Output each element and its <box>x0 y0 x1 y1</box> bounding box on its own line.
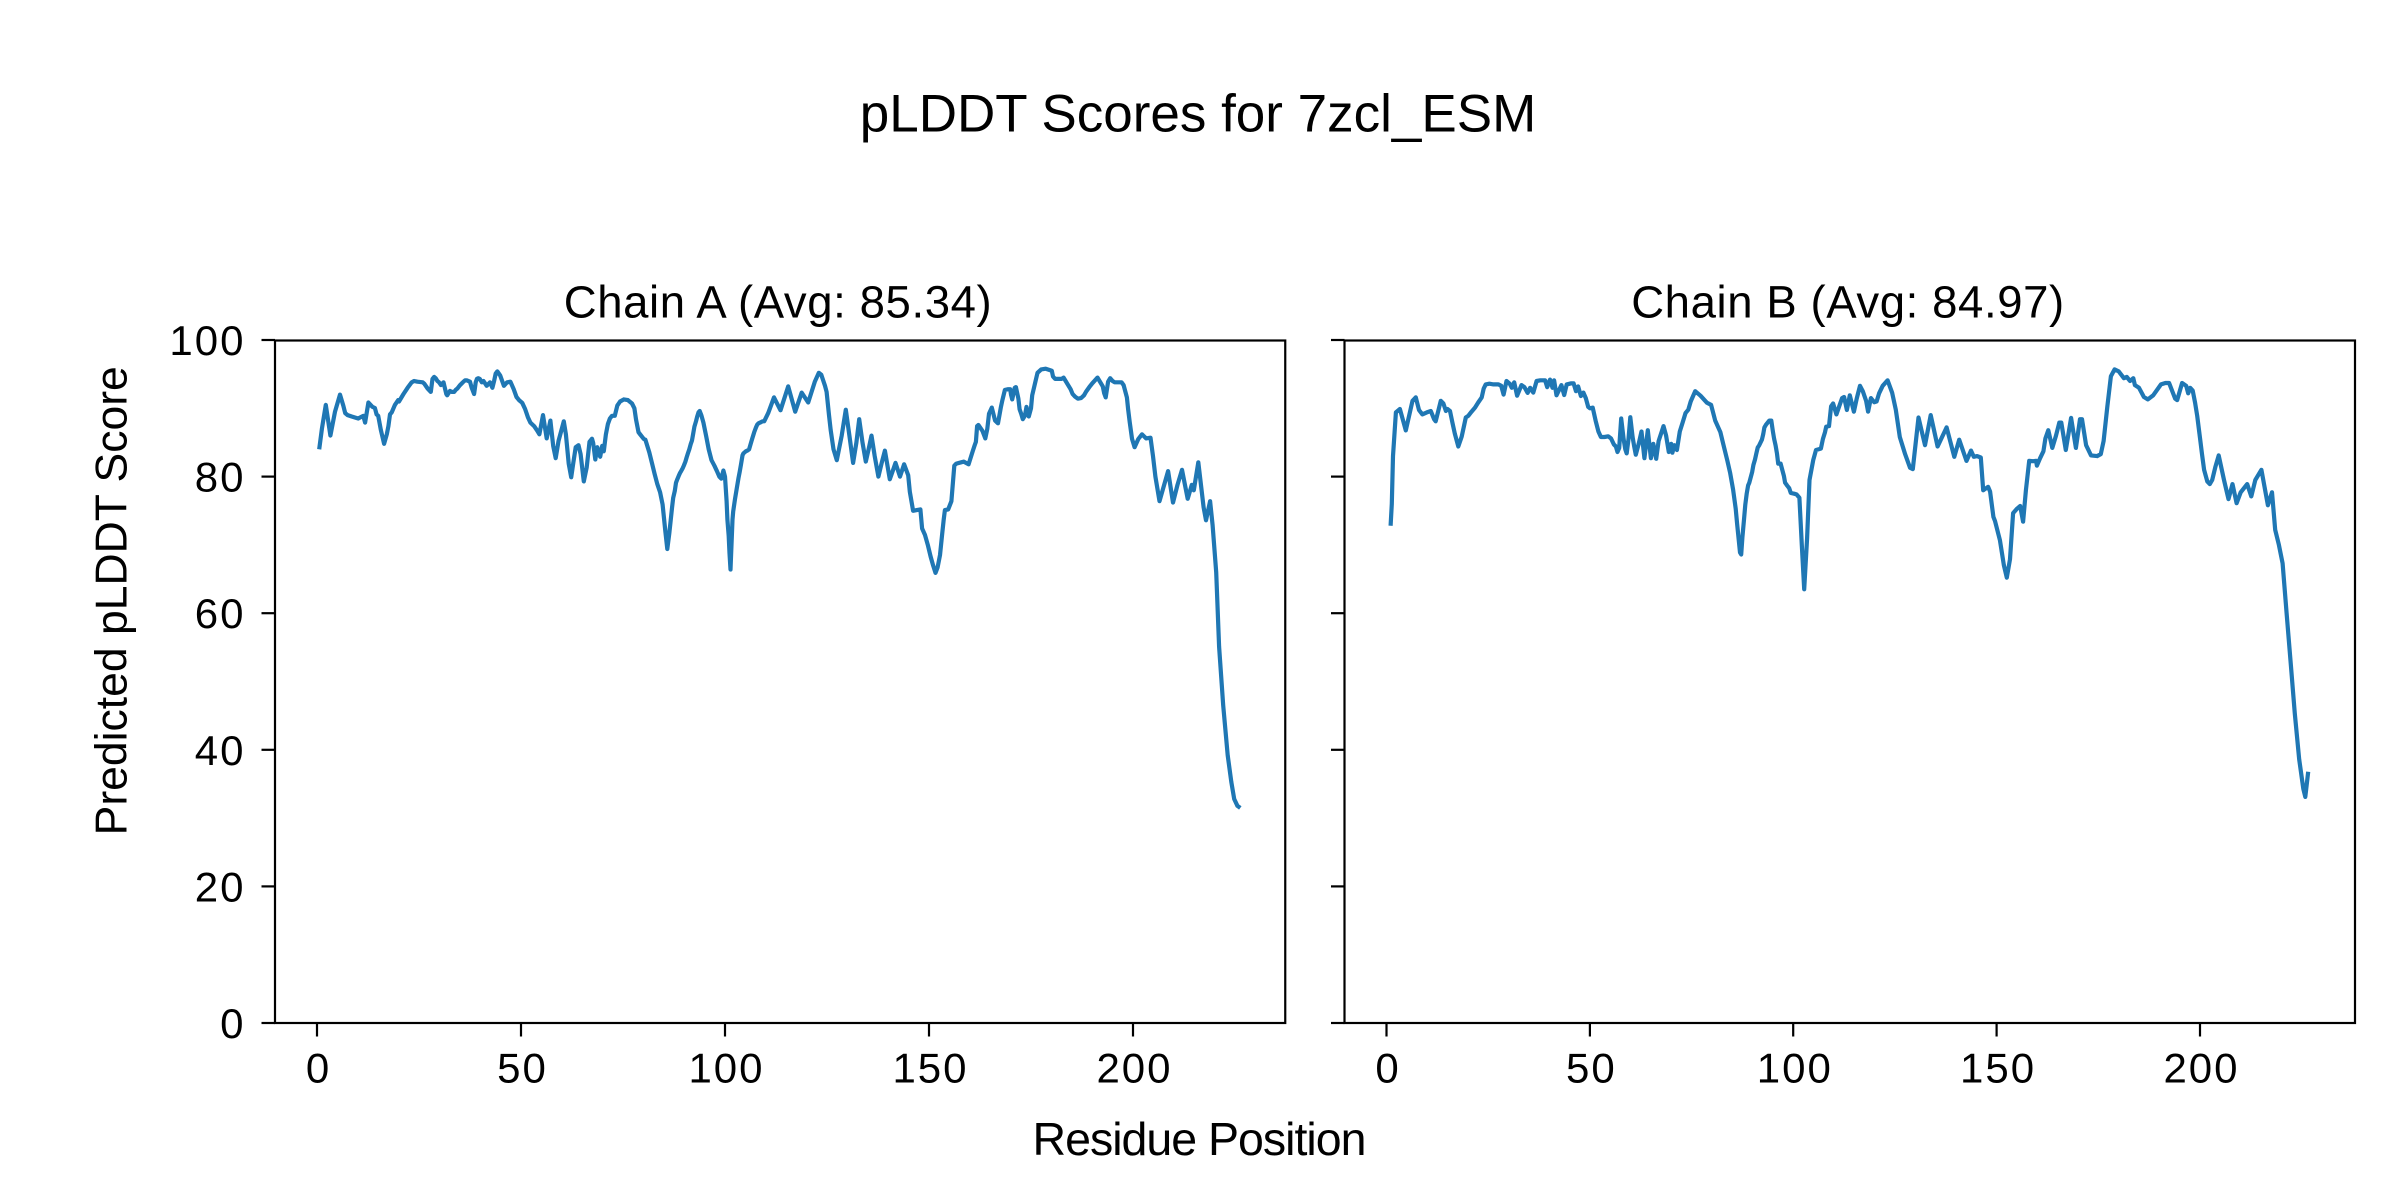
svg-text:Residue Position: Residue Position <box>1033 1113 1366 1165</box>
svg-text:200: 200 <box>2163 1045 2239 1092</box>
svg-text:100: 100 <box>169 317 245 364</box>
svg-text:Chain A (Avg: 85.34): Chain A (Avg: 85.34) <box>564 276 993 327</box>
svg-text:20: 20 <box>195 863 246 910</box>
svg-text:150: 150 <box>892 1045 968 1092</box>
svg-text:80: 80 <box>195 454 246 501</box>
svg-text:Chain B (Avg: 84.97): Chain B (Avg: 84.97) <box>1631 276 2065 327</box>
svg-text:Predicted pLDDT Score: Predicted pLDDT Score <box>88 366 137 835</box>
svg-text:100: 100 <box>1757 1045 1833 1092</box>
svg-text:100: 100 <box>688 1045 764 1092</box>
svg-text:pLDDT Scores for 7zcl_ESM: pLDDT Scores for 7zcl_ESM <box>860 85 1536 144</box>
svg-text:200: 200 <box>1096 1045 1172 1092</box>
svg-text:0: 0 <box>220 1000 245 1047</box>
svg-text:50: 50 <box>497 1045 548 1092</box>
svg-text:150: 150 <box>1960 1045 2036 1092</box>
svg-text:50: 50 <box>1566 1045 1617 1092</box>
svg-text:40: 40 <box>195 727 246 774</box>
svg-text:60: 60 <box>195 590 246 637</box>
svg-text:0: 0 <box>306 1045 331 1092</box>
svg-text:0: 0 <box>1375 1045 1400 1092</box>
